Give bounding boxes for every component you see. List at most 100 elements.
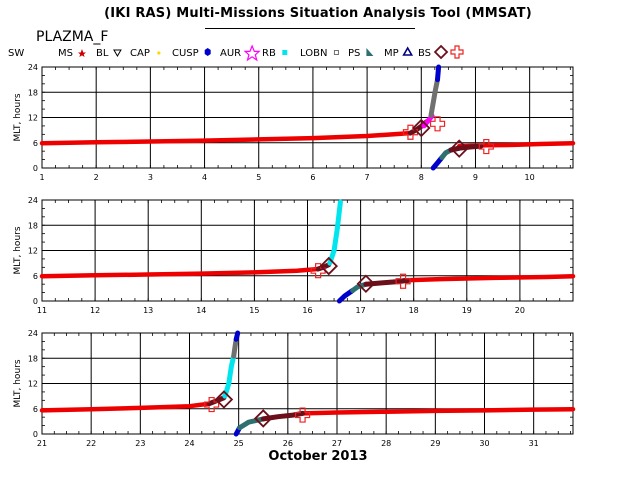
square-outline-icon: [333, 50, 339, 55]
bow-shock-diamond-marker: [214, 390, 234, 409]
y-tick-label: 24: [28, 329, 38, 338]
legend-label-ms: MS: [58, 48, 73, 59]
x-tick-label: 7: [365, 173, 370, 182]
panel-oct-11-20: 11 12 13 14 15 16 17 18 19 20 0 6 12 18 24 MLT, hours: [13, 196, 576, 315]
wedge-icon: [366, 48, 374, 56]
crossing-cross-marker: [310, 263, 326, 279]
series-lobn-line: [428, 77, 440, 118]
y-tick-label: 6: [33, 405, 38, 414]
x-tick-label: 19: [462, 306, 472, 315]
legend-item-ms: MS: [58, 48, 86, 59]
series-ps-line: [350, 281, 369, 293]
series-bs-line: [315, 262, 332, 272]
star-outline-icon: [243, 44, 261, 62]
series-rb-line: [327, 199, 343, 266]
bow-shock-diamond-marker: [449, 139, 469, 158]
legend-label-ps: PS: [348, 48, 360, 59]
y-tick-label: 0: [33, 164, 38, 173]
legend-item-cusp: CUSP: [172, 48, 211, 59]
legend-item-mp: MP: [384, 46, 414, 59]
legend-label-rb: RB: [262, 48, 276, 59]
hexagon-icon: [204, 48, 211, 56]
star-small-icon: [77, 49, 86, 57]
x-tick-label: 16: [302, 306, 312, 315]
x-tick-label: 2: [94, 173, 99, 182]
x-tick-label: 5: [256, 173, 261, 182]
x-tick-label: 3: [148, 173, 153, 182]
legend-label-sw: SW: [8, 48, 24, 59]
y-tick-label: 18: [28, 88, 38, 97]
legend-label-aur: AUR: [220, 48, 241, 59]
diamond-icon: [433, 44, 449, 60]
plot-frame: [41, 199, 574, 302]
x-tick-label: 15: [249, 306, 259, 315]
y-tick-label: 18: [28, 221, 38, 230]
legend-label-bl: BL: [96, 48, 109, 59]
cross-outline-icon: [450, 45, 464, 59]
x-tick-label: 9: [473, 173, 478, 182]
triangle-up-icon: [402, 46, 414, 56]
chart-title: (IKI RAS) Multi-Missions Situation Analy…: [104, 6, 532, 21]
legend-item-sw: SW: [8, 48, 24, 59]
x-tick-label: 10: [525, 173, 535, 182]
y-tick-label: 24: [28, 63, 38, 72]
triangle-down-icon: [113, 49, 122, 57]
series-sw-line: [300, 406, 576, 416]
legend-label-cap: CAP: [130, 48, 150, 59]
x-tick-label: 24: [184, 439, 194, 448]
series-lobn-line: [231, 336, 239, 359]
legend-item-bl: BL: [96, 48, 122, 59]
legend-item-lobn: LOBN: [300, 48, 339, 59]
legend: SW MS BL CAP CUSP AUR RB LOBN PS MP BS: [8, 44, 464, 62]
series-sw-line: [400, 273, 576, 283]
y-tick-label: 24: [28, 196, 38, 205]
bow-shock-diamond-marker: [356, 274, 376, 294]
y-tick-label: 18: [28, 354, 38, 363]
y-tick-label: 0: [33, 430, 38, 439]
y-tick-label: 12: [28, 114, 38, 123]
x-tick-label: 6: [310, 173, 315, 182]
title-underline: [205, 28, 415, 29]
series-rb-line: [222, 353, 237, 399]
y-tick-label: 12: [28, 380, 38, 389]
crossing-cross-marker: [204, 396, 220, 413]
legend-item-cap: CAP: [130, 48, 161, 59]
series-sw-line: [39, 401, 212, 413]
y-axis-label: MLT, hours: [13, 226, 23, 274]
legend-label-lobn: LOBN: [300, 48, 327, 59]
legend-item-ps: PS: [348, 48, 374, 59]
bow-shock-diamond-marker: [412, 118, 431, 138]
dot-icon: [157, 51, 161, 55]
square-icon: [282, 50, 288, 55]
x-tick-label: 17: [356, 306, 366, 315]
series-sw-line: [39, 130, 413, 146]
x-axis-caption: October 2013: [268, 449, 368, 464]
x-tick-label: 12: [90, 306, 100, 315]
x-tick-label: 1: [39, 173, 44, 182]
legend-item-bs: BS: [418, 44, 449, 60]
x-tick-label: 13: [143, 306, 153, 315]
x-tick-label: 28: [381, 439, 391, 448]
panel-oct-21-31: 21 22 23 24 25 26 27 28 29 30 31 0 6 12 18 24 MLT, hours: [13, 329, 576, 448]
source-label: PLAZMA_F: [36, 29, 109, 45]
y-tick-label: 0: [33, 297, 38, 306]
legend-item-rb: RB: [262, 48, 288, 59]
x-tick-label: 20: [515, 306, 525, 315]
series-cusp-line: [233, 330, 241, 342]
series-bs-line: [448, 143, 484, 153]
y-axis-label: MLT, hours: [13, 93, 23, 141]
series-cusp-line: [336, 288, 356, 304]
crossing-cross-marker: [402, 124, 419, 140]
legend-item-marker: [450, 45, 464, 59]
x-tick-label: 14: [196, 306, 206, 315]
x-tick-label: 26: [283, 439, 293, 448]
series-ps-line: [237, 416, 266, 431]
x-tick-label: 4: [202, 173, 207, 182]
crossing-cross-marker: [478, 138, 494, 155]
x-tick-label: 30: [479, 439, 489, 448]
x-tick-label: 21: [37, 439, 47, 448]
x-tick-label: 11: [37, 306, 47, 315]
bow-shock-diamond-marker: [253, 409, 273, 428]
